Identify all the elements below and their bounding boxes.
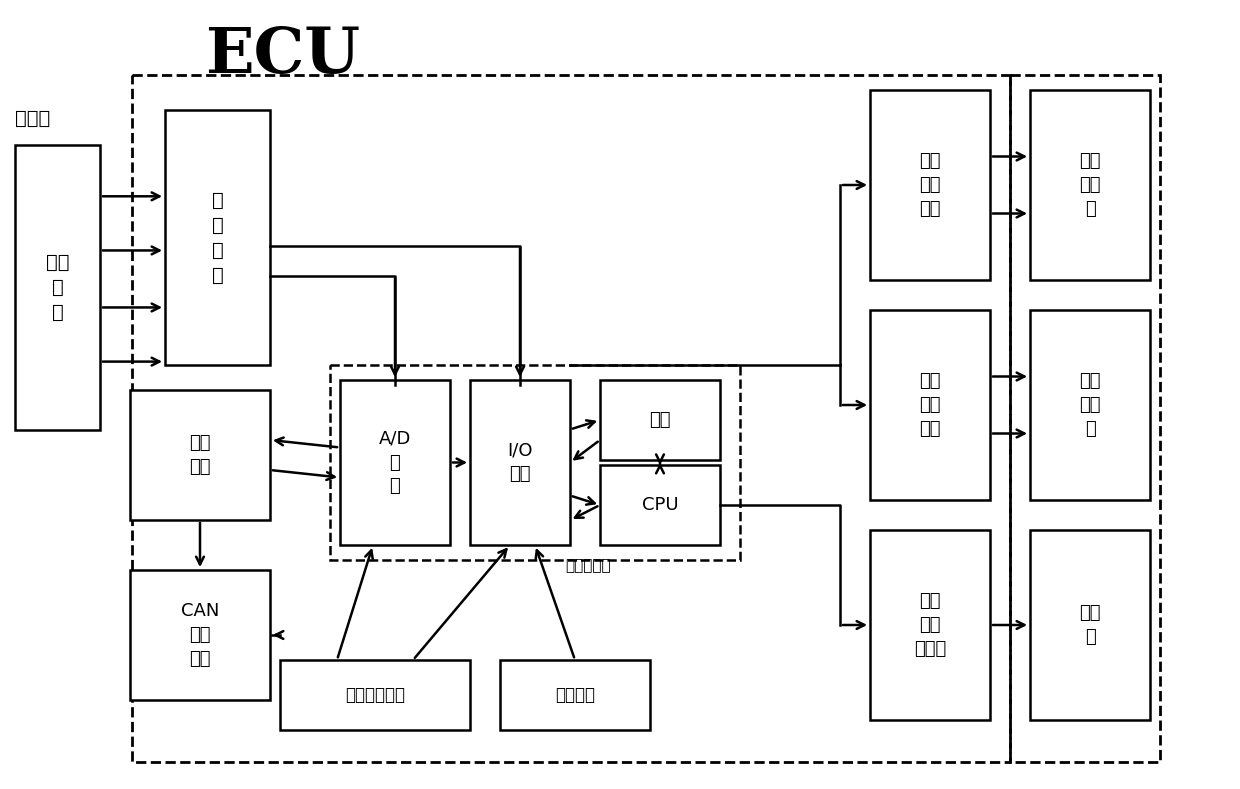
Text: CPU: CPU xyxy=(641,496,678,514)
Bar xyxy=(1030,90,1149,280)
Text: I/O
接口: I/O 接口 xyxy=(507,442,533,484)
Bar xyxy=(280,660,470,730)
Bar xyxy=(1011,75,1159,762)
Text: 气压
调节
器: 气压 调节 器 xyxy=(1079,372,1101,438)
Bar xyxy=(1030,310,1149,500)
Text: 传感器: 传感器 xyxy=(15,109,51,128)
Text: CAN
通讯
电路: CAN 通讯 电路 xyxy=(181,602,219,667)
Bar xyxy=(870,310,990,500)
Bar xyxy=(130,390,270,520)
Text: 复位电路: 复位电路 xyxy=(556,686,595,704)
Bar xyxy=(340,380,450,545)
Text: 气压
驱动
电路: 气压 驱动 电路 xyxy=(919,372,941,438)
Text: 液压
驱动
电路: 液压 驱动 电路 xyxy=(919,152,941,218)
Bar xyxy=(1030,530,1149,720)
Bar xyxy=(500,660,650,730)
Bar xyxy=(870,90,990,280)
Bar xyxy=(130,570,270,700)
Bar xyxy=(131,75,1011,762)
Text: 微型计算机: 微型计算机 xyxy=(565,558,610,573)
Bar xyxy=(330,365,740,560)
Text: 指示
灯控
制电路: 指示 灯控 制电路 xyxy=(914,593,946,657)
Text: ECU: ECU xyxy=(205,24,360,85)
Bar xyxy=(165,110,270,365)
Bar xyxy=(600,465,720,545)
Text: A/D
转
换: A/D 转 换 xyxy=(378,430,412,495)
Bar xyxy=(870,530,990,720)
Text: 电源管理电路: 电源管理电路 xyxy=(345,686,405,704)
Text: 串口
电路: 串口 电路 xyxy=(190,434,211,476)
Text: 液压
调节
器: 液压 调节 器 xyxy=(1079,152,1101,218)
Text: 模拟
信
号: 模拟 信 号 xyxy=(46,253,69,322)
Bar xyxy=(600,380,720,460)
Text: 指示
灯: 指示 灯 xyxy=(1079,604,1101,646)
Bar xyxy=(15,145,100,430)
Bar xyxy=(470,380,570,545)
Text: 输
入
电
路: 输 入 电 路 xyxy=(212,190,223,285)
Text: 内存: 内存 xyxy=(650,411,671,429)
